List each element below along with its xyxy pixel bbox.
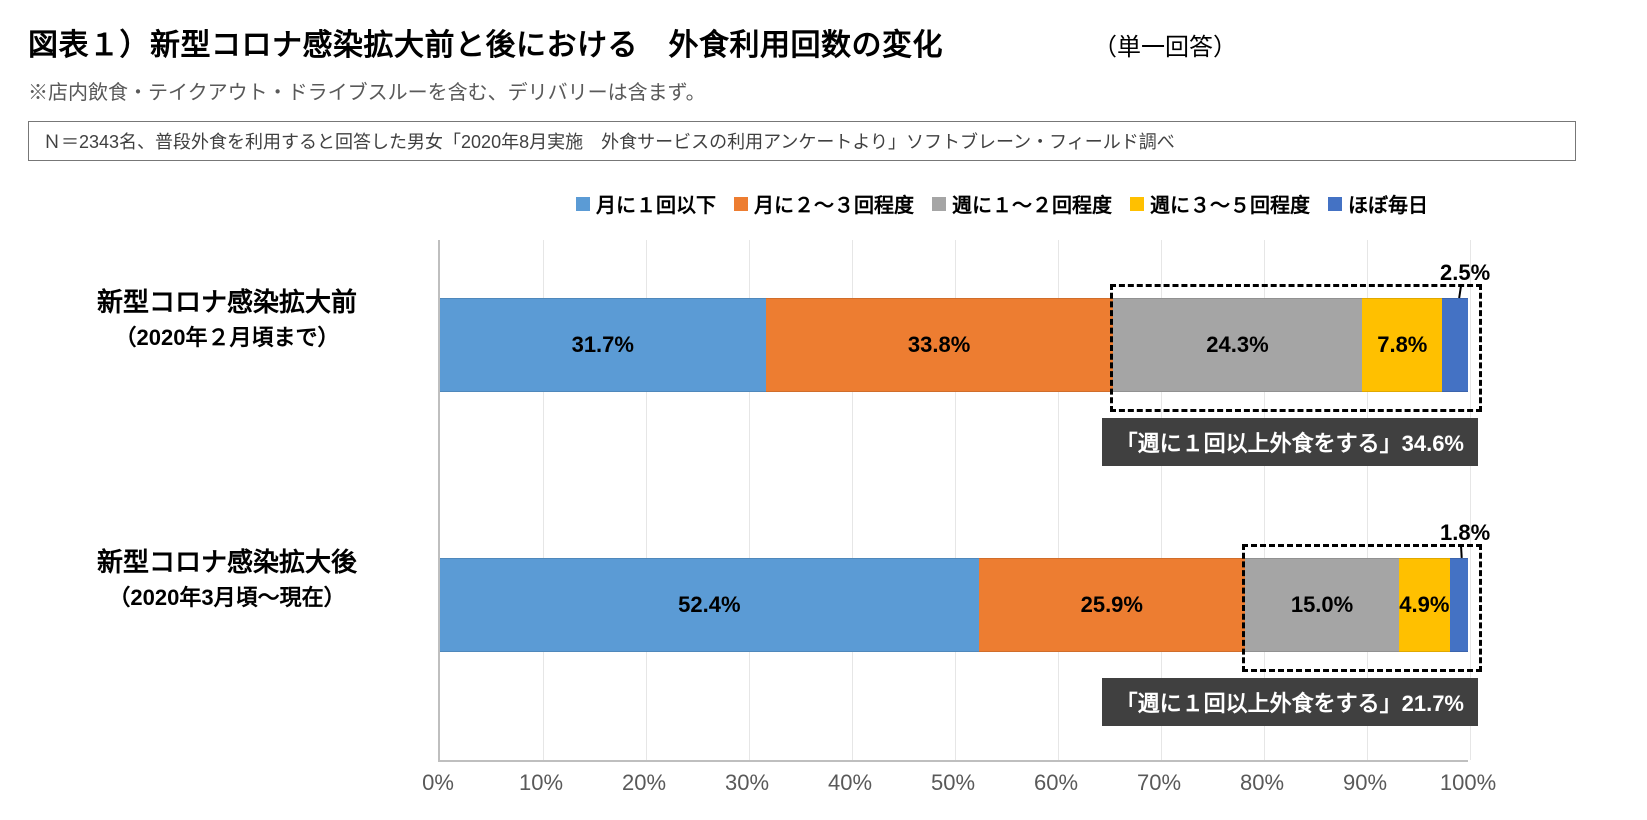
x-tick: 40% — [828, 770, 872, 796]
bar-row-1: 52.4%25.9%15.0%4.9% — [440, 558, 1468, 652]
callout-label-0: 2.5% — [1440, 260, 1490, 286]
legend-item-2: 週に１～２回程度 — [932, 189, 1112, 218]
x-tick: 90% — [1343, 770, 1387, 796]
bar-segment — [1442, 298, 1468, 392]
x-tick: 80% — [1240, 770, 1284, 796]
callout-label-1: 1.8% — [1440, 520, 1490, 546]
annotation-0: 「週に１回以上外食をする」34.6% — [1102, 418, 1478, 466]
x-tick: 60% — [1034, 770, 1078, 796]
legend-label-2: 週に１～２回程度 — [952, 189, 1112, 218]
legend-item-3: 週に３～５回程度 — [1130, 189, 1310, 218]
bar-segment: 4.9% — [1399, 558, 1449, 652]
bars-zone: 31.7%33.8%24.3%7.8%52.4%25.9%15.0%4.9%「週… — [438, 240, 1468, 762]
callout-leader-0 — [1458, 286, 1462, 298]
legend-swatch-0 — [576, 197, 590, 211]
legend-swatch-1 — [734, 197, 748, 211]
legend-item-0: 月に１回以下 — [576, 189, 716, 218]
chart-title-note: （単一回答） — [1093, 27, 1237, 62]
legend-label-4: ほぼ毎日 — [1348, 189, 1428, 218]
legend: 月に１回以下 月に２～３回程度 週に１～２回程度 週に３～５回程度 ほぼ毎日 — [438, 189, 1468, 218]
annotation-1: 「週に１回以上外食をする」21.7% — [1102, 678, 1478, 726]
bar-segment: 25.9% — [979, 558, 1245, 652]
bar-segment: 7.8% — [1362, 298, 1442, 392]
y-label-1: 新型コロナ感染拡大後 （2020年3月頃～現在） — [22, 545, 432, 612]
legend-swatch-4 — [1328, 197, 1342, 211]
y-label-0-sub: （2020年２月頃まで） — [22, 320, 432, 352]
legend-item-4: ほぼ毎日 — [1328, 189, 1428, 218]
chart-area: 新型コロナ感染拡大前 （2020年２月頃まで） 新型コロナ感染拡大後 （2020… — [28, 189, 1619, 810]
x-tick: 70% — [1137, 770, 1181, 796]
y-label-0: 新型コロナ感染拡大前 （2020年２月頃まで） — [22, 285, 432, 352]
chart-subtitle: ※店内飲食・テイクアウト・ドライブスルーを含む、デリバリーは含まず。 — [28, 76, 1619, 105]
legend-label-0: 月に１回以下 — [596, 189, 716, 218]
x-axis: 0%10%20%30%40%50%60%70%80%90%100% — [438, 770, 1468, 810]
x-tick: 30% — [725, 770, 769, 796]
legend-label-3: 週に３～５回程度 — [1150, 189, 1310, 218]
x-tick: 0% — [422, 770, 454, 796]
y-label-1-sub: （2020年3月頃～現在） — [22, 580, 432, 612]
legend-item-1: 月に２～３回程度 — [734, 189, 914, 218]
x-tick: 50% — [931, 770, 975, 796]
y-label-1-main: 新型コロナ感染拡大後 — [22, 545, 432, 580]
legend-swatch-2 — [932, 197, 946, 211]
plot: 月に１回以下 月に２～３回程度 週に１～２回程度 週に３～５回程度 ほぼ毎日 31.7%… — [438, 189, 1468, 810]
chart-meta: Ｎ＝2343名、普段外食を利用すると回答した男女「2020年8月実施 外食サービ… — [28, 121, 1576, 161]
y-label-0-main: 新型コロナ感染拡大前 — [22, 285, 432, 320]
x-tick: 10% — [519, 770, 563, 796]
callout-leader-1 — [1460, 546, 1463, 558]
x-tick: 20% — [622, 770, 666, 796]
legend-swatch-3 — [1130, 197, 1144, 211]
x-tick: 100% — [1440, 770, 1496, 796]
chart-title: 図表１）新型コロナ感染拡大前と後における 外食利用回数の変化 — [28, 20, 943, 64]
legend-label-1: 月に２～３回程度 — [754, 189, 914, 218]
bar-segment: 24.3% — [1113, 298, 1363, 392]
bar-segment: 15.0% — [1245, 558, 1399, 652]
y-axis-labels: 新型コロナ感染拡大前 （2020年２月頃まで） 新型コロナ感染拡大後 （2020… — [28, 189, 438, 810]
bar-segment: 52.4% — [440, 558, 979, 652]
bar-segment: 31.7% — [440, 298, 766, 392]
bar-row-0: 31.7%33.8%24.3%7.8% — [440, 298, 1468, 392]
bar-segment — [1450, 558, 1469, 652]
bar-segment: 33.8% — [766, 298, 1113, 392]
